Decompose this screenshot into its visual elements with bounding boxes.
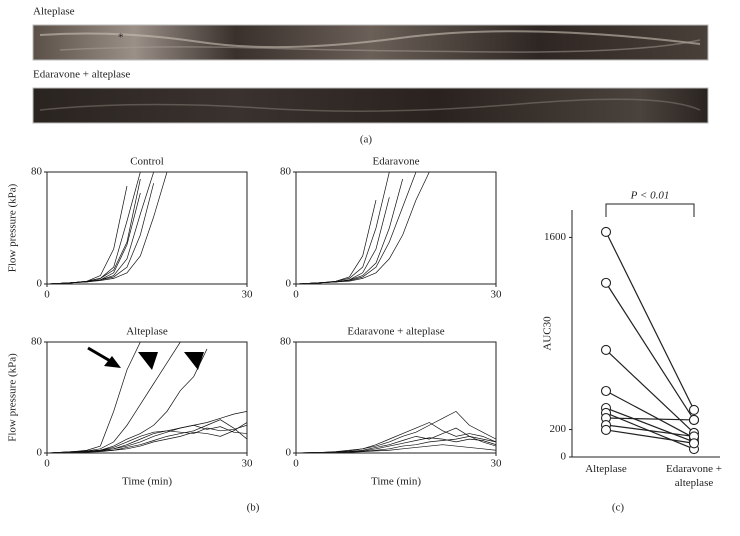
micrograph xyxy=(32,87,709,124)
y-tick-label: 80 xyxy=(31,336,43,348)
tissue-streak xyxy=(39,98,701,112)
significance-bracket xyxy=(605,203,695,217)
plot-frame xyxy=(46,341,248,454)
pair-line xyxy=(605,390,695,439)
arrowhead xyxy=(138,352,158,370)
pair-line xyxy=(605,429,695,444)
x-tick-label: 30 xyxy=(491,289,503,301)
traces xyxy=(47,172,168,284)
x-tick-label: 30 xyxy=(242,458,254,470)
panel-caption: (c) xyxy=(612,502,625,514)
plot-frame xyxy=(295,171,497,285)
x-tick-label: 0 xyxy=(293,458,299,470)
panel-caption: (b) xyxy=(247,502,260,514)
y-tick-label: 80 xyxy=(31,166,43,178)
data-point xyxy=(688,438,700,449)
y-tick-label: 0 xyxy=(286,278,292,290)
chart-title: Control xyxy=(130,156,164,168)
data-point xyxy=(600,385,612,397)
chart-title: Edaravone xyxy=(372,156,419,168)
traces xyxy=(296,410,496,453)
pair-line xyxy=(605,349,695,434)
data-point xyxy=(600,277,612,288)
trace xyxy=(47,172,155,284)
y-tick-label: 0 xyxy=(286,447,292,459)
trace xyxy=(296,172,390,284)
x-tick-label: Alteplase xyxy=(585,463,627,475)
x-tick-label: 0 xyxy=(44,458,50,470)
trace xyxy=(296,172,417,284)
panel-caption: (a) xyxy=(360,134,373,146)
data-point xyxy=(600,424,612,436)
trace xyxy=(47,183,155,284)
trace xyxy=(47,411,247,453)
y-axis-label: AUC30 xyxy=(542,316,554,351)
trace xyxy=(296,422,496,453)
arrow xyxy=(87,346,121,368)
trace xyxy=(47,178,141,284)
trace xyxy=(296,172,430,284)
chart-title: Edaravone + alteplase xyxy=(347,326,444,338)
y-tick-label: 0 xyxy=(37,278,43,290)
data-point xyxy=(600,226,612,238)
y-axis-label: Flow pressure (kPa) xyxy=(7,353,19,442)
asterisk: * xyxy=(118,32,124,44)
traces xyxy=(296,172,430,284)
traces xyxy=(47,342,247,453)
trace xyxy=(47,342,141,453)
strip-label: Alteplase xyxy=(33,6,75,18)
trace xyxy=(296,197,390,284)
strip-label: Edaravone + alteplase xyxy=(33,69,130,81)
x-tick-label: 0 xyxy=(44,289,50,301)
y-tick-label: 200 xyxy=(550,423,567,435)
trace xyxy=(296,444,496,453)
tissue-streak xyxy=(39,30,701,49)
data-point xyxy=(688,414,700,426)
pair-line xyxy=(605,282,695,421)
trace xyxy=(47,192,141,284)
y-tick-label: 0 xyxy=(37,447,43,459)
plot-frame xyxy=(46,171,248,285)
x-tick-label: 0 xyxy=(293,289,299,301)
x-tick-label: 30 xyxy=(242,289,254,301)
trace xyxy=(296,199,377,284)
pair-line xyxy=(605,424,695,438)
data-point xyxy=(600,344,612,356)
trace xyxy=(47,422,247,453)
trace xyxy=(296,178,404,284)
chart-title: Alteplase xyxy=(126,326,168,338)
annotation: P < 0.01 xyxy=(630,190,670,202)
x-axis-label: Time (min) xyxy=(371,476,421,488)
x-tick-label: 30 xyxy=(491,458,503,470)
y-tick-label: 1600 xyxy=(544,231,567,243)
trace xyxy=(47,348,208,453)
y-axis-label: Flow pressure (kPa) xyxy=(7,183,19,272)
y-tick-label: 80 xyxy=(280,336,292,348)
y-tick-label: 0 xyxy=(561,451,567,463)
tissue-streak xyxy=(59,39,701,53)
pair-line xyxy=(605,407,695,443)
pair-line xyxy=(605,417,695,421)
x-tick-label: Edaravone + alteplase xyxy=(666,463,722,489)
trace xyxy=(47,172,168,284)
y-tick-label: 80 xyxy=(280,166,292,178)
pair-line xyxy=(605,231,695,411)
trace xyxy=(296,437,496,453)
plot-frame xyxy=(295,341,497,454)
x-axis-label: Time (min) xyxy=(122,476,172,488)
data-point xyxy=(688,404,700,415)
